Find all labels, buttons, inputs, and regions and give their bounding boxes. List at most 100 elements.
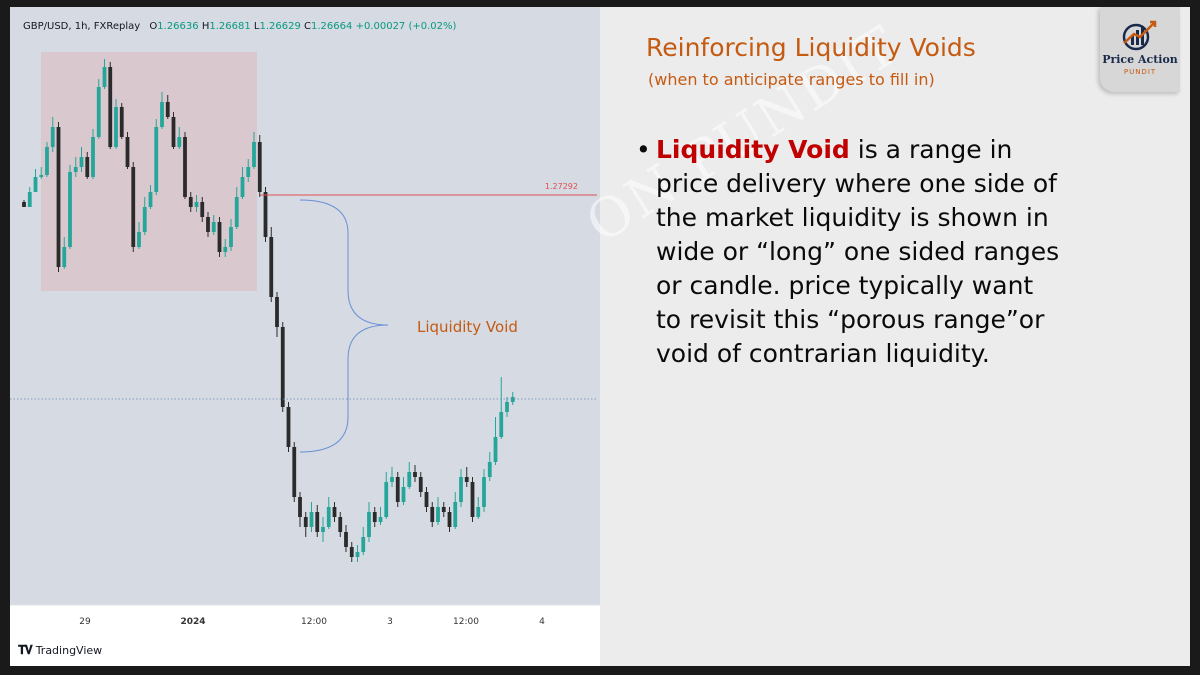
x-tick-4: 4	[539, 617, 545, 627]
chart-footer-background	[10, 630, 600, 666]
candle-body	[510, 397, 515, 402]
candle-body	[395, 477, 400, 502]
ohlc-low: 1.26629	[259, 21, 301, 32]
candle-body	[453, 502, 458, 527]
candle-body	[344, 532, 348, 547]
candle-body	[464, 477, 469, 482]
candle-body	[482, 477, 486, 507]
candle-body	[165, 102, 170, 117]
candle-body	[309, 512, 314, 527]
chart-header: GBP/USD, 1h, FXReplay O1.26636 H1.26681 …	[23, 21, 456, 32]
candle-body	[378, 517, 383, 522]
candle-body	[286, 407, 291, 447]
tradingview-icon: 𝐓𝐕	[18, 643, 33, 657]
slide: 1.27292 Liquidity Void 29 2024 12:00 3 1…	[10, 7, 1190, 666]
candle-body	[275, 297, 279, 327]
candle-body	[22, 202, 26, 207]
candle-body	[424, 492, 429, 507]
candle-body	[200, 202, 205, 217]
price-chart: 1.27292 Liquidity Void 29 2024 12:00 3 1…	[10, 7, 600, 666]
candle-body	[206, 217, 210, 232]
tradingview-logo[interactable]: 𝐓𝐕 TradingView	[18, 643, 102, 658]
candle-body	[211, 222, 216, 232]
consolidation-range-box	[41, 52, 257, 291]
x-tick-1200-b: 12:00	[453, 617, 479, 627]
candle-body	[194, 202, 199, 207]
ohlc-close: 1.26664	[311, 21, 353, 32]
candle-body	[499, 412, 504, 437]
candle-body	[493, 437, 498, 462]
candle-body	[252, 142, 256, 167]
candle-body	[108, 67, 113, 147]
candle-body	[85, 157, 90, 177]
candle-body	[384, 482, 389, 517]
logo-line-2: PUNDIT	[1123, 68, 1157, 76]
slide-text-panel: ON PUNDIT Reinforcing Liquidity Voids (w…	[575, 7, 1190, 666]
candle-body	[390, 477, 394, 482]
ohlc-h-label: H	[201, 21, 210, 32]
chart-panel: 1.27292 Liquidity Void 29 2024 12:00 3 1…	[10, 7, 600, 666]
candle-body	[321, 527, 325, 532]
key-level-label: 1.27292	[545, 182, 578, 191]
liquidity-void-brace	[299, 199, 389, 453]
candle-body	[505, 402, 509, 412]
ohlc-high: 1.26681	[209, 21, 251, 32]
candle-body	[487, 462, 492, 477]
chart-globe-icon	[1122, 20, 1157, 51]
ohlc-change: +0.00027 (+0.02%)	[355, 21, 457, 32]
candle-body	[413, 472, 417, 477]
candle-body	[45, 147, 49, 175]
candle-body	[68, 172, 72, 247]
candle-body	[298, 497, 302, 517]
candle-body	[447, 512, 452, 527]
candle-body	[430, 507, 435, 522]
candle-body	[436, 507, 440, 522]
candle-body	[476, 507, 481, 517]
candle-body	[338, 517, 343, 532]
candle-body	[326, 507, 331, 527]
candle-body	[441, 507, 446, 512]
candle-body	[315, 512, 320, 532]
candle-body	[33, 177, 38, 192]
bullet-text: Liquidity Void is a range in price deliv…	[656, 133, 1066, 371]
candle-body	[349, 547, 354, 557]
candle-body	[188, 197, 193, 207]
candle-body	[361, 537, 366, 552]
candle-body	[177, 137, 182, 147]
candle-body	[269, 237, 274, 297]
candle-body	[355, 552, 360, 557]
candle-body	[459, 477, 463, 502]
bullet-body: is a range in price delivery where one s…	[656, 135, 1060, 368]
candle-body	[160, 102, 164, 127]
candle-body	[372, 512, 377, 522]
candle-body	[292, 447, 297, 497]
candle-body	[142, 207, 147, 232]
slide-subtitle: (when to anticipate ranges to fill in)	[648, 70, 935, 89]
candle-body	[62, 247, 67, 267]
candle-body	[257, 142, 262, 192]
candle-body	[171, 117, 176, 147]
liquidity-void-label: Liquidity Void	[417, 318, 518, 336]
candle-body	[114, 107, 118, 147]
candle-body	[79, 157, 84, 167]
candle-body	[401, 487, 406, 502]
candle-body	[50, 127, 55, 147]
candle-body	[27, 192, 32, 207]
candle-body	[303, 517, 308, 527]
ohlc-o-label: O	[149, 21, 158, 32]
candle-body	[39, 175, 44, 177]
slide-title: Reinforcing Liquidity Voids	[646, 33, 976, 62]
candle-body	[131, 167, 136, 247]
candle-body	[183, 137, 187, 197]
candle-body	[119, 107, 124, 137]
candle-body	[102, 67, 107, 87]
x-tick-2024: 2024	[180, 617, 205, 627]
candle-body	[154, 127, 159, 192]
bullet-highlight: Liquidity Void	[656, 135, 850, 164]
x-axis: 29 2024 12:00 3 12:00 4	[79, 617, 545, 627]
bullet-dot-icon: •	[636, 135, 651, 164]
candle-body	[407, 472, 412, 487]
candle-body	[137, 232, 141, 247]
candle-body	[96, 87, 101, 137]
candle-body	[234, 197, 239, 227]
